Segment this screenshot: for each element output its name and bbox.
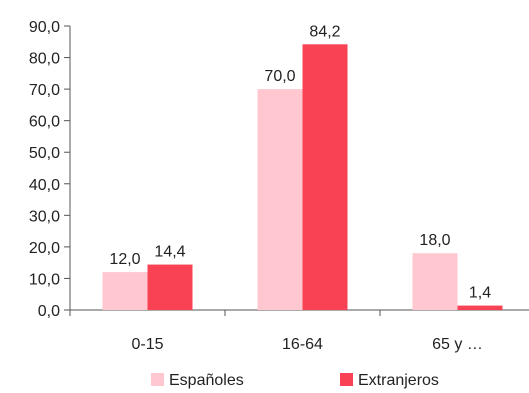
legend-label: Extranjeros: [358, 372, 439, 389]
y-tick-label: 50,0: [29, 145, 60, 162]
y-tick-label: 10,0: [29, 271, 60, 288]
bar-españoles-1: [257, 89, 303, 310]
data-label: 18,0: [419, 232, 450, 249]
bar-extranjeros-2: [457, 305, 503, 310]
x-tick-label: 16-64: [282, 336, 323, 353]
x-axis: 0-15 16-64 65 y …: [69, 309, 529, 353]
data-label: 14,4: [154, 244, 185, 261]
data-label: 12,0: [109, 251, 140, 268]
bar-españoles-0: [102, 272, 148, 310]
bar-extranjeros-1: [302, 44, 348, 311]
legend-swatch: [151, 373, 164, 386]
y-tick-label: 90,0: [29, 19, 60, 36]
x-tick-label: 65 y …: [432, 336, 483, 353]
legend: Españoles Extranjeros: [151, 372, 439, 389]
legend-swatch: [340, 373, 353, 386]
bar-extranjeros-0: [147, 264, 193, 310]
y-tick-label: 30,0: [29, 208, 60, 225]
bar-españoles-2: [412, 253, 458, 310]
y-tick-label: 80,0: [29, 51, 60, 68]
y-tick-label: 0,0: [38, 303, 60, 320]
y-tick-label: 70,0: [29, 82, 60, 99]
data-label: 70,0: [264, 68, 295, 85]
y-tick-label: 60,0: [29, 114, 60, 131]
data-labels: 12,0 14,4 70,0 84,2 18,0 1,4: [109, 23, 491, 301]
y-axis: 0,0 10,0 20,0 30,0 40,0 50,0 60,0 70,0 80,0 90,0: [29, 19, 71, 320]
y-tick-label: 40,0: [29, 177, 60, 194]
y-tick-label: 20,0: [29, 240, 60, 257]
data-label: 1,4: [469, 285, 491, 302]
bars: [102, 44, 503, 311]
data-label: 84,2: [309, 23, 340, 40]
x-tick-label: 0-15: [131, 336, 163, 353]
legend-label: Españoles: [169, 372, 244, 389]
